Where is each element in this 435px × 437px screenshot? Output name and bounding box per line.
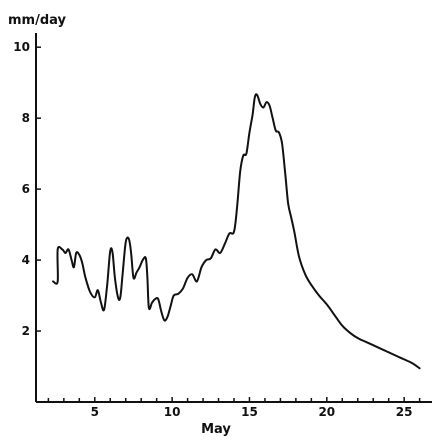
x-tick-label: 5 <box>91 405 99 419</box>
x-tick-label: 20 <box>318 405 335 419</box>
y-tick-label: 8 <box>22 111 30 125</box>
tick-labels: 2 4 6 8 10 5 10 15 20 25 <box>13 40 412 419</box>
x-tick-label: 10 <box>164 405 181 419</box>
ticks <box>36 46 421 402</box>
y-axis-title: mm/day <box>8 13 67 28</box>
series-line <box>52 93 421 370</box>
x-axis-title: May <box>201 422 231 437</box>
axes <box>35 33 432 403</box>
x-tick-label: 25 <box>396 405 413 419</box>
y-tick-label: 10 <box>13 40 30 54</box>
y-tick-label: 2 <box>22 324 30 338</box>
y-tick-label: 6 <box>22 182 30 196</box>
x-tick-label: 15 <box>241 405 258 419</box>
series-group <box>52 93 421 370</box>
y-tick-label: 4 <box>22 253 30 267</box>
